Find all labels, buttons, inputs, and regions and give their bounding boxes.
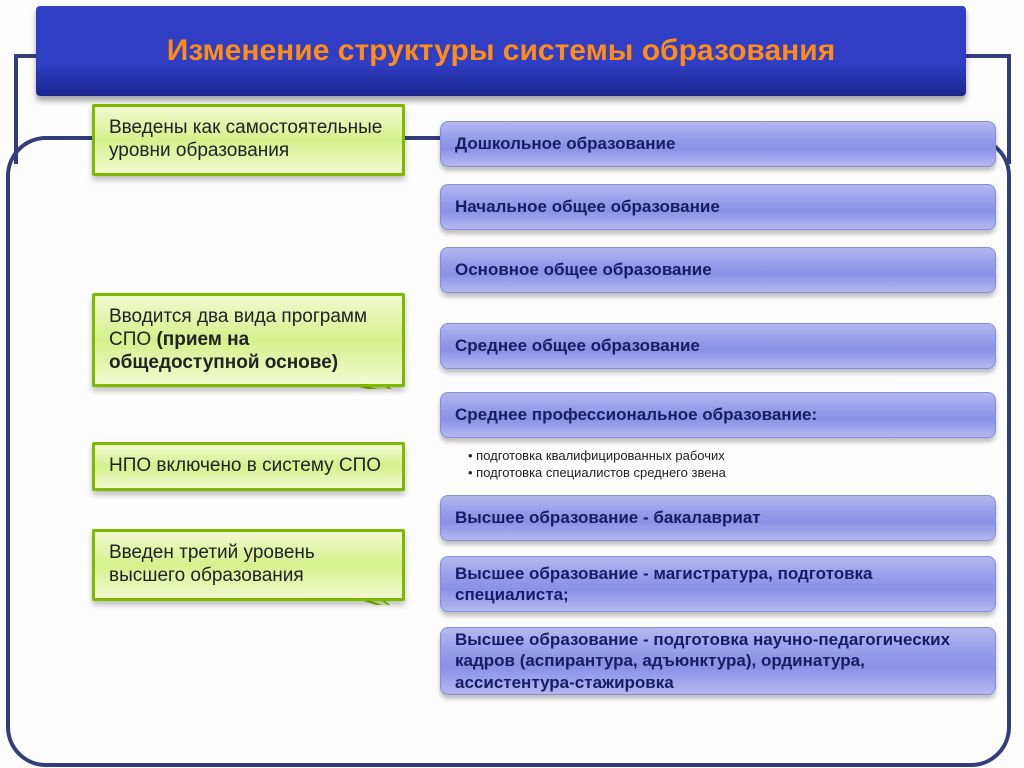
- annotation-callout: Вводится два вида программСПО (прием нао…: [92, 293, 405, 387]
- title-connector-left-v: [14, 54, 18, 164]
- education-level-card: Среднее общее образование: [440, 323, 996, 369]
- education-level-card: Начальное общее образование: [440, 184, 996, 230]
- annotation-callout: Введен третий уровеньвысшего образования: [92, 529, 405, 601]
- title-text: Изменение структуры системы образования: [127, 33, 875, 70]
- education-level-card: Высшее образование - подготовка научно-п…: [440, 627, 996, 695]
- title-connector-right: [963, 54, 1011, 58]
- education-level-card: Высшее образование - бакалавриат: [440, 495, 996, 541]
- education-level-card: Дошкольное образование: [440, 121, 996, 167]
- spo-sublist: подготовка квалифицированных рабочихподг…: [468, 448, 726, 482]
- education-level-card: Основное общее образование: [440, 247, 996, 293]
- title-bar: Изменение структуры системы образования: [36, 6, 966, 96]
- education-level-card: Высшее образование - магистратура, подго…: [440, 556, 996, 612]
- annotation-callout: НПО включено в систему СПО: [92, 442, 405, 491]
- education-level-card: Среднее профессиональное образование:: [440, 392, 996, 438]
- spo-sublist-item: подготовка квалифицированных рабочих: [468, 448, 726, 465]
- title-connector-right-v: [1007, 54, 1011, 164]
- spo-sublist-item: подготовка специалистов среднего звена: [468, 465, 726, 482]
- annotation-callout: Введены как самостоятельныеуровни образо…: [92, 104, 405, 176]
